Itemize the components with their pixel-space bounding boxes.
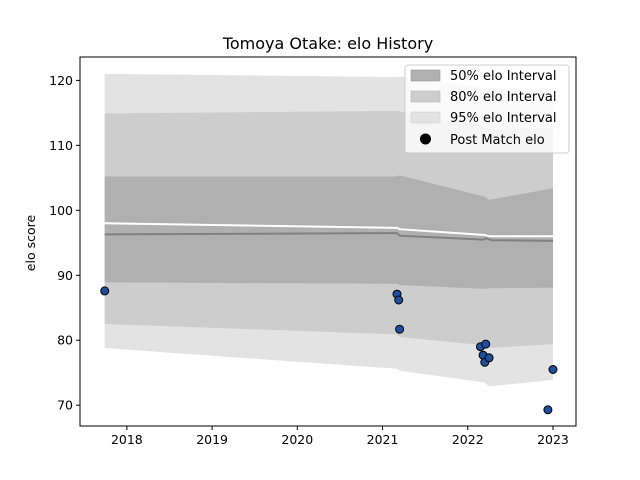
x-tick-label: 2018: [111, 432, 143, 447]
x-tick-label: 2020: [281, 432, 313, 447]
x-tick-label: 2022: [452, 432, 484, 447]
y-axis-label: elo score: [23, 215, 38, 272]
mean-line: [104, 222, 553, 238]
x-tick-label: 2021: [367, 432, 399, 447]
post-match-point: [394, 295, 404, 305]
y-tick-label: 70: [57, 398, 73, 413]
x-tick-label: 2023: [537, 432, 569, 447]
post-match-point: [481, 339, 491, 349]
legend-box: [404, 64, 570, 154]
y-tick-label: 120: [49, 73, 73, 88]
post-match-point: [548, 365, 558, 374]
y-tick-label: 100: [49, 203, 73, 218]
y-tick-label: 90: [57, 268, 73, 283]
legend-label-50: 50% elo Interval: [450, 69, 557, 84]
median-line: [104, 232, 554, 242]
post-match-point: [100, 286, 110, 296]
post-match-point: [395, 324, 405, 334]
y-axis-ticks: 70 80 90 100 110 120: [49, 73, 80, 413]
central-lines: [104, 222, 554, 242]
band-50: [104, 175, 553, 289]
legend-swatch-80: [410, 90, 441, 103]
legend-swatch-50: [410, 69, 441, 82]
legend-label-80: 80% elo Interval: [450, 90, 557, 105]
post-match-point: [484, 353, 494, 363]
x-axis-ticks: 2018 2019 2020 2021 2022 2023: [111, 426, 569, 447]
legend-marker-post-match: [420, 133, 431, 145]
legend-label-95: 95% elo Interval: [450, 111, 557, 126]
legend: 50% elo Interval 80% elo Interval 95% el…: [404, 64, 570, 154]
y-tick-label: 110: [49, 138, 73, 153]
y-tick-label: 80: [57, 333, 73, 348]
x-tick-label: 2019: [196, 432, 228, 447]
plot-frame: [79, 56, 577, 427]
legend-label-post-match: Post Match elo: [450, 133, 545, 148]
post-match-points: [100, 286, 558, 415]
post-match-point: [543, 405, 553, 415]
chart-title: Tomoya Otake: elo History: [222, 34, 433, 53]
legend-swatch-95: [410, 111, 441, 124]
